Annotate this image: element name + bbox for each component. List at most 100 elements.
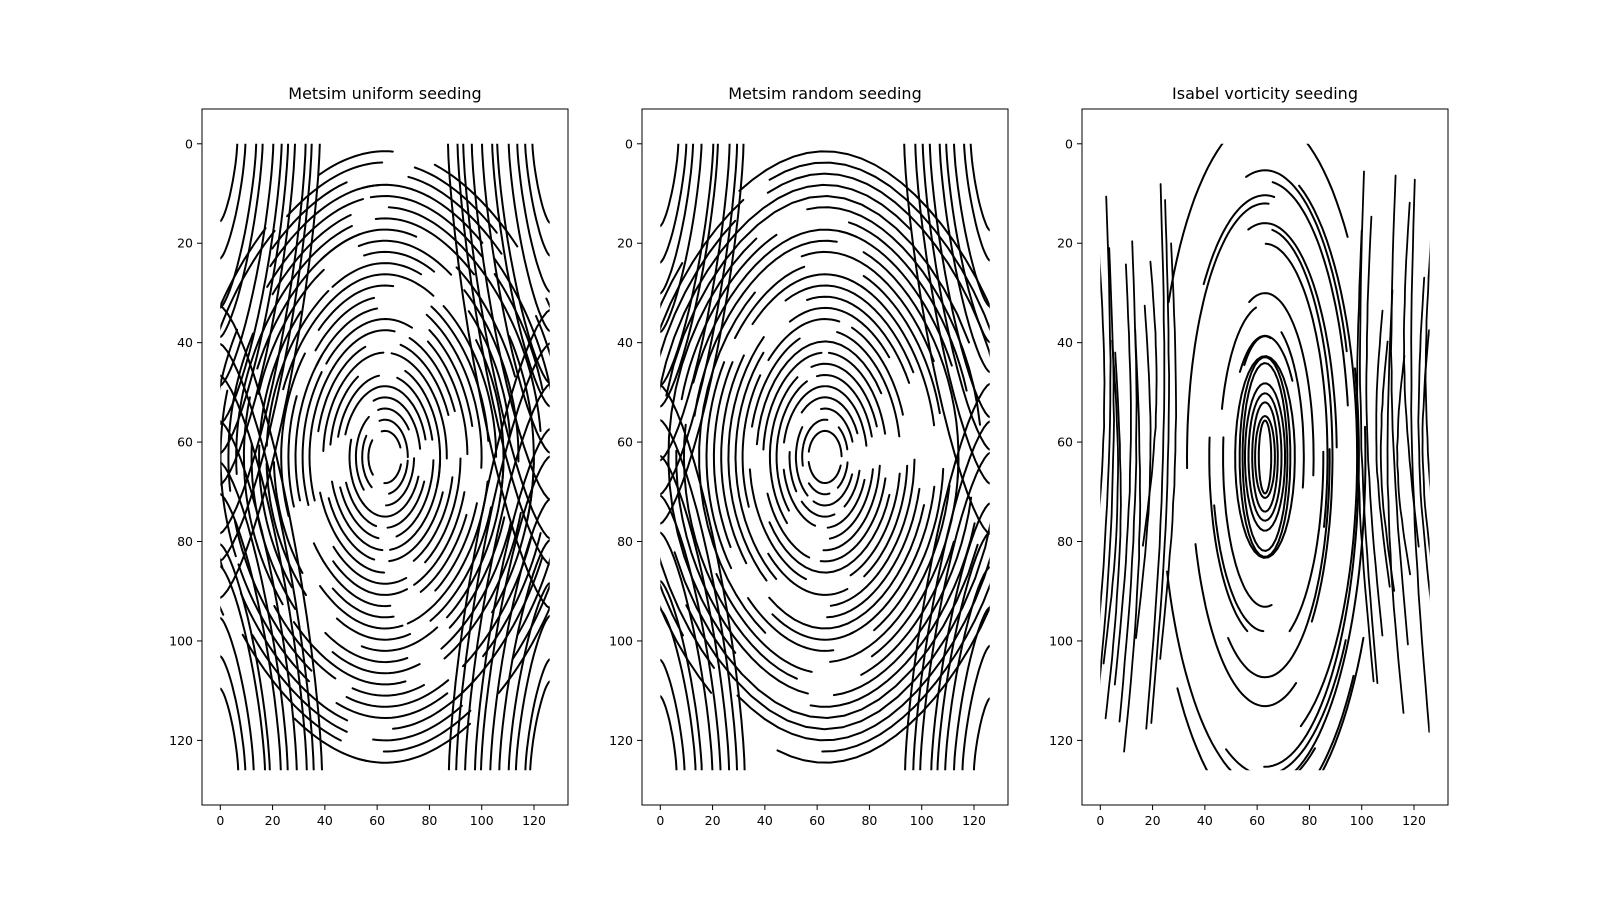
streamline-131: [358, 722, 471, 764]
streamline-169: [220, 343, 315, 771]
streamline-56: [1402, 201, 1420, 548]
x-tick-label: 40: [317, 813, 333, 828]
streamline-22: [329, 375, 359, 446]
streamline-4: [801, 427, 812, 467]
streamline-43: [312, 542, 392, 608]
streamline-49: [287, 395, 298, 508]
y-tick-label: 60: [177, 435, 193, 450]
streamline-33: [751, 337, 801, 428]
streamline-10: [1280, 331, 1305, 489]
streamline-32: [424, 457, 462, 564]
x-tick-label: 120: [962, 813, 986, 828]
streamline-62: [870, 456, 960, 658]
streamline-40: [1118, 240, 1138, 723]
streamline-134: [220, 227, 267, 309]
streamline-86: [455, 266, 516, 378]
streamline-107: [903, 143, 990, 535]
streamline-16: [395, 459, 435, 538]
x-tick-label: 80: [1301, 813, 1317, 828]
streamline-24: [810, 362, 878, 428]
streamline-40: [829, 458, 916, 607]
streamline-97: [227, 332, 254, 492]
streamline-149: [531, 143, 550, 224]
streamline-178: [474, 428, 550, 771]
streamline-15: [826, 478, 866, 529]
streamline-133: [220, 605, 225, 616]
streamline-44: [727, 336, 768, 582]
streamline-91: [660, 143, 688, 264]
streamline-109: [392, 676, 478, 730]
streamline-109: [660, 658, 686, 771]
streamline-147: [220, 143, 313, 562]
axes-frame: [1081, 108, 1449, 806]
streamlines: [196, 143, 550, 771]
streamline-52: [751, 273, 867, 326]
streamline-31: [849, 472, 901, 577]
streamline-23: [768, 376, 799, 525]
streamline-125: [196, 430, 216, 576]
streamline-58: [335, 617, 412, 641]
streamline-124: [241, 633, 342, 742]
streamline-12: [386, 480, 426, 529]
streamline-57: [1410, 178, 1430, 733]
streamline-22: [822, 464, 881, 552]
subplot-title: Isabel vorticity seeding: [1172, 84, 1358, 103]
streamline-58: [862, 275, 941, 415]
streamline-21: [331, 480, 384, 552]
streamline-150: [524, 143, 550, 257]
y-tick-label: 100: [169, 633, 193, 648]
streamline-25: [327, 497, 376, 561]
streamline-2: [380, 429, 402, 449]
streamline-118: [961, 644, 990, 771]
streamline-112: [660, 531, 714, 771]
streamline-46: [768, 504, 925, 630]
streamline-36: [1145, 183, 1166, 730]
streamline-73: [363, 250, 436, 273]
streamline-3: [1247, 392, 1283, 522]
streamline-48: [331, 587, 395, 619]
streamline-104: [220, 389, 237, 558]
streamline-65: [265, 462, 307, 596]
streamline-34: [836, 331, 901, 438]
streamline-170: [220, 305, 323, 771]
streamline-76: [331, 651, 421, 675]
streamline-168: [220, 374, 308, 771]
streamline-57: [429, 506, 492, 622]
y-tick-label: 20: [1057, 236, 1073, 251]
streamline-123: [382, 709, 472, 753]
streamline-82: [292, 621, 407, 686]
streamline-91: [258, 225, 353, 341]
y-tick-label: 120: [169, 733, 193, 748]
streamline-162: [220, 616, 255, 771]
streamline-95: [660, 143, 719, 408]
streamline-140: [220, 143, 258, 309]
streamline-84: [821, 583, 990, 753]
streamline-56: [430, 305, 490, 442]
streamline-47: [720, 354, 748, 565]
streamline-11: [800, 500, 836, 518]
streamline-15: [391, 386, 427, 441]
streamline-124: [912, 420, 990, 771]
streamline-81: [736, 556, 990, 742]
streamline-70: [324, 631, 409, 664]
streamline-160: [220, 687, 240, 771]
streamline-75: [667, 237, 758, 654]
streamline-171: [529, 680, 550, 771]
streamline-80: [660, 183, 912, 391]
streamline-15: [1208, 436, 1249, 633]
streamline-135: [317, 150, 394, 177]
streamline-172: [524, 658, 550, 771]
streamline-76: [806, 206, 981, 426]
streamline-118: [220, 557, 224, 569]
streamline-153: [496, 143, 550, 385]
streamline-41: [426, 340, 469, 456]
streamline-36: [767, 552, 849, 596]
x-tick-label: 40: [757, 813, 773, 828]
streamline-18: [337, 374, 380, 438]
x-tick-label: 20: [705, 813, 721, 828]
streamline-30: [755, 340, 883, 446]
streamline-16: [1288, 450, 1325, 633]
streamline-27: [390, 352, 448, 460]
streamline-53: [860, 285, 936, 427]
streamline-99: [969, 143, 990, 232]
